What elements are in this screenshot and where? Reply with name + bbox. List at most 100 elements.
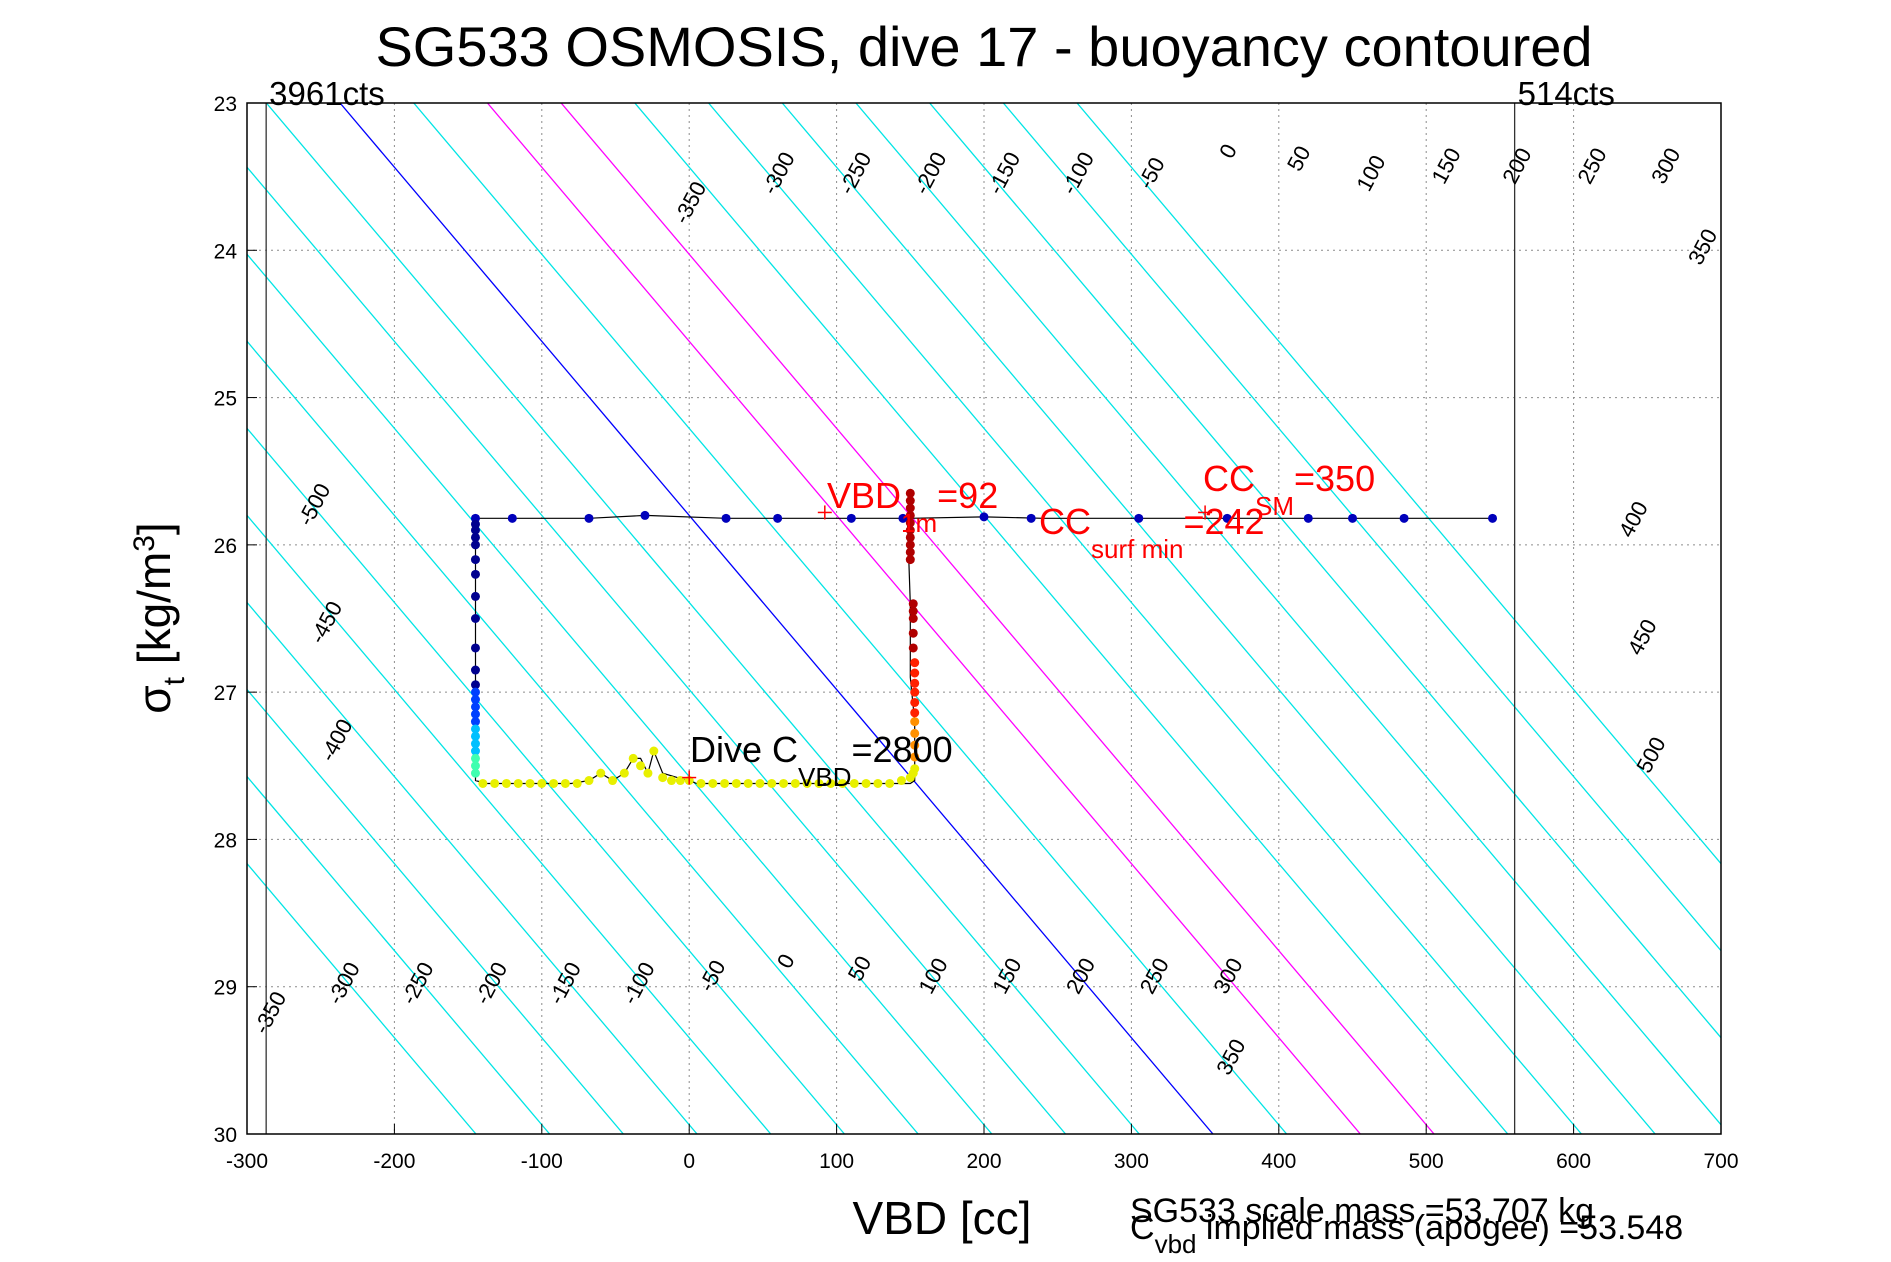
- contour-line: [247, 514, 772, 1134]
- profile-point: [905, 488, 915, 498]
- contour-line: [560, 103, 1435, 1134]
- contour-line: [247, 862, 477, 1134]
- profile-point: [905, 547, 915, 557]
- profile-point: [905, 532, 915, 542]
- profile-point: [596, 768, 606, 778]
- contour-line: [929, 103, 1721, 1039]
- profile-point: [636, 761, 646, 771]
- contour-line: [247, 253, 993, 1134]
- contour-line: [265, 103, 1140, 1134]
- x-axis-label: VBD [cc]: [853, 1192, 1032, 1244]
- contour-line: [634, 103, 1509, 1134]
- x-tick-label: -300: [226, 1150, 268, 1173]
- profile-point: [731, 778, 741, 788]
- profile-point: [910, 752, 920, 762]
- profile-point: [470, 717, 480, 727]
- profile-point: [908, 606, 918, 616]
- y-tick-label: 26: [214, 535, 237, 558]
- contour-line: [339, 103, 1214, 1134]
- profile-point: [896, 776, 906, 786]
- profile-point: [1222, 513, 1232, 523]
- profile-point: [560, 778, 570, 788]
- profile-point: [908, 643, 918, 653]
- y-tick-label: 28: [214, 829, 237, 852]
- profile-point: [721, 513, 731, 523]
- profile-point: [885, 778, 895, 788]
- profile-point: [905, 555, 915, 565]
- profile-point: [708, 778, 718, 788]
- profile-point: [846, 513, 856, 523]
- contour-line: [708, 103, 1582, 1134]
- profile-point: [910, 728, 920, 738]
- x-tick-label: 0: [683, 1150, 695, 1173]
- profile-point: [905, 518, 915, 528]
- x-tick-label: -200: [373, 1150, 415, 1173]
- contour-line: [247, 340, 919, 1134]
- x-tick-label: 600: [1556, 1150, 1591, 1173]
- profile-point: [470, 709, 480, 719]
- profile-point: [873, 778, 883, 788]
- profile-point: [910, 658, 920, 668]
- contour-lines: [247, 103, 1721, 1134]
- profile-point: [640, 510, 650, 520]
- profile-point: [910, 740, 920, 750]
- profile-point: [628, 753, 638, 763]
- profile-point: [470, 591, 480, 601]
- profile-point: [826, 778, 836, 788]
- annotation-vbd-1m: VBD1m=92: [827, 475, 998, 538]
- grid-lines: [247, 103, 1721, 1134]
- count-lines: 3961cts 514cts: [265, 75, 1615, 1134]
- profile-point: [905, 503, 915, 513]
- y-axis-label: σt [kg/m3]: [128, 522, 191, 713]
- x-tick-label: 400: [1261, 1150, 1296, 1173]
- count-label: 514cts: [1518, 75, 1615, 112]
- x-tick-label: 700: [1703, 1150, 1738, 1173]
- profile-point: [470, 702, 480, 712]
- axis-ticks: -300 -200 -100 0 100 200 300 400 500 600 700 23 24 25…: [214, 93, 1739, 1173]
- profile-point: [470, 695, 480, 705]
- profile-point: [549, 778, 559, 788]
- profile-point: [470, 731, 480, 741]
- annotation-dive-cvbd: Dive CVBD=2800: [690, 729, 953, 792]
- profile-point: [1303, 513, 1313, 523]
- y-tick-label: 27: [214, 682, 237, 705]
- profile-point: [910, 697, 920, 707]
- y-tick-label: 24: [214, 240, 238, 263]
- profile-point: [470, 643, 480, 653]
- x-tick-label: 300: [1114, 1150, 1149, 1173]
- profile-point: [470, 614, 480, 623]
- profile-point: [910, 717, 920, 727]
- profile-point: [470, 739, 480, 749]
- profile-point: [905, 496, 915, 506]
- contour-line: [413, 103, 1288, 1134]
- count-label: 3961cts: [269, 75, 385, 112]
- contour-line: [1076, 103, 1721, 865]
- profile-point: [470, 665, 480, 675]
- profile-point: [658, 773, 668, 783]
- profile-point: [910, 687, 920, 697]
- profile-point: [802, 778, 812, 788]
- profile-point: [908, 599, 918, 609]
- profile-point: [861, 778, 871, 788]
- profile-point: [470, 540, 480, 550]
- crosshair-markers: [682, 505, 1213, 785]
- profile-point: [1026, 513, 1036, 523]
- contour-line: [247, 688, 624, 1134]
- profile-point: [470, 761, 480, 771]
- x-tick-label: 500: [1409, 1150, 1444, 1173]
- profile-point: [767, 778, 777, 788]
- profile-point: [790, 778, 800, 788]
- profile-point: [1348, 513, 1357, 523]
- profile-point: [905, 525, 915, 535]
- profile-point: [649, 746, 659, 756]
- contour-line: [855, 103, 1721, 1126]
- profile-point: [908, 614, 918, 623]
- profile-point: [470, 768, 480, 778]
- profile-point: [1399, 513, 1409, 523]
- profile-point: [905, 540, 915, 550]
- profile-point: [584, 776, 594, 786]
- profile-point: [667, 776, 677, 786]
- profile-point: [979, 512, 989, 522]
- profile-point: [470, 753, 480, 763]
- contour-line: [247, 166, 1067, 1134]
